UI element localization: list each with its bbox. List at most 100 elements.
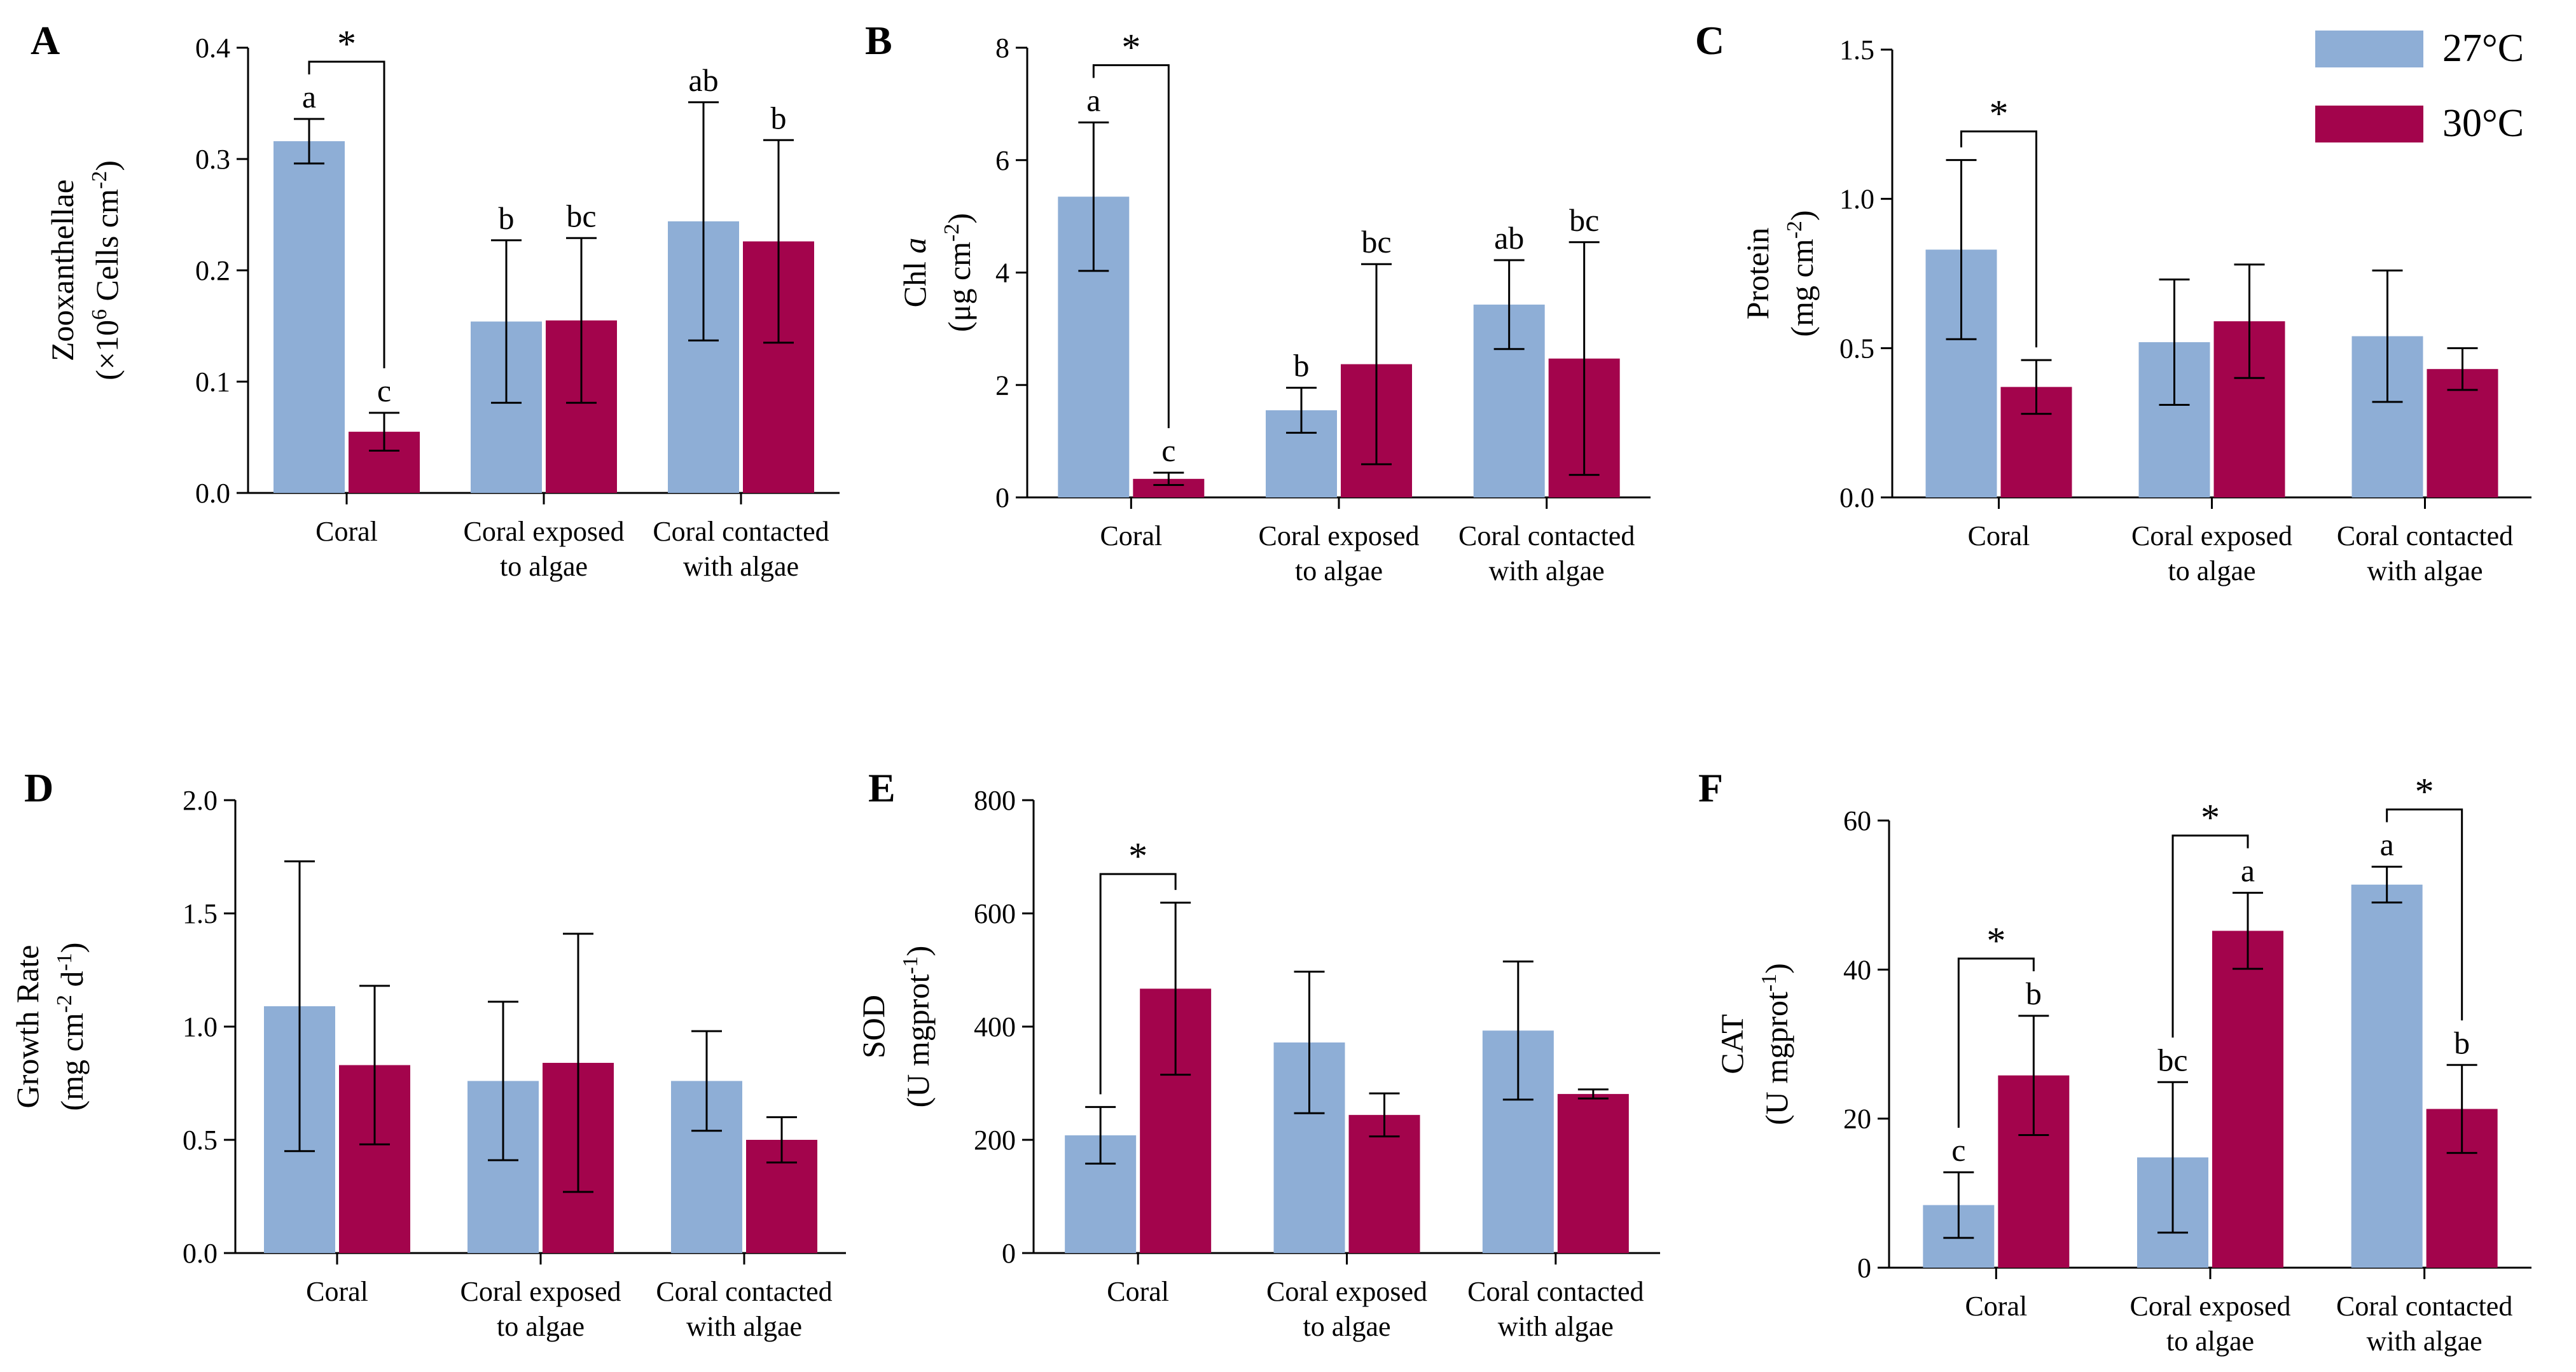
significance-letter: bc	[1361, 224, 1391, 260]
panel-letter: D	[24, 765, 53, 810]
y-tick-label: 800	[974, 785, 1016, 816]
y-axis-title: Growth Rate	[10, 945, 45, 1109]
significance-letter: b	[2454, 1025, 2470, 1060]
bar-30c	[2212, 931, 2283, 1268]
x-tick-label: with algae	[1489, 555, 1605, 586]
legend-swatch	[2315, 106, 2423, 142]
y-tick-label: 0.5	[183, 1125, 218, 1156]
y-tick-label: 400	[974, 1011, 1016, 1043]
panel-letter: A	[31, 18, 60, 63]
y-tick-label: 20	[1843, 1104, 1871, 1135]
y-tick-label: 200	[974, 1125, 1016, 1156]
panel-f: F 0 20 40 60 CAT (U mgprot-1) Coral c b Coral expo…	[1698, 765, 2531, 1357]
x-tick-label: Coral exposed	[2130, 1291, 2291, 1322]
y-tick-label: 0.0	[183, 1238, 218, 1269]
x-tick-label: to algae	[1295, 555, 1383, 586]
y-axis-title: Chl a	[897, 238, 932, 308]
x-tick-label: Coral contacted	[2336, 1291, 2512, 1322]
legend-label: 30°C	[2442, 102, 2524, 145]
significance-bracket	[2171, 835, 2249, 1038]
y-tick-label: 2	[995, 370, 1009, 401]
panel-letter: B	[865, 18, 892, 63]
y-tick-label: 1.0	[183, 1011, 218, 1043]
bar-30c	[1348, 1114, 1420, 1253]
y-tick-label: 1.5	[183, 898, 218, 929]
y-axis-title: (U mgprot-1)	[899, 946, 936, 1108]
x-tick-label: Coral	[1965, 1291, 2027, 1322]
y-axis-title: (U mgprot-1)	[1757, 963, 1795, 1125]
panel-letter: E	[868, 765, 896, 810]
significance-bracket	[1960, 130, 2037, 348]
y-tick-label: 0.0	[1839, 482, 1874, 513]
x-tick-label: with algae	[686, 1311, 802, 1342]
significance-bracket	[1099, 873, 1177, 1095]
significance-letter: a	[2380, 827, 2394, 863]
significance-letter: c	[1161, 433, 1175, 468]
x-tick-label: to algae	[1303, 1311, 1390, 1342]
y-tick-label: 1.0	[1839, 184, 1874, 215]
y-tick-label: 2.0	[183, 785, 218, 816]
x-tick-label: Coral exposed	[1259, 520, 1420, 551]
x-tick-label: to algae	[2168, 555, 2255, 586]
significance-letter: bc	[2157, 1042, 2187, 1078]
y-tick-label: 1.5	[1839, 34, 1874, 66]
y-tick-label: 0	[1857, 1252, 1871, 1284]
significance-star: *	[337, 23, 356, 65]
panel-a: A 0.0 0.1 0.2 0.3 0.4 Zooxanthellae (×106 Cells…	[31, 18, 840, 582]
significance-letter: a	[2241, 853, 2255, 889]
y-axis-title: Protein	[1740, 228, 1775, 319]
x-tick-label: to algae	[497, 1311, 585, 1342]
y-tick-label: 6	[995, 145, 1009, 176]
y-tick-label: 4	[995, 258, 1009, 289]
y-tick-label: 0.3	[195, 144, 230, 175]
significance-star: *	[1128, 835, 1147, 877]
x-tick-label: Coral	[1107, 1276, 1169, 1307]
x-tick-label: Coral	[315, 516, 378, 547]
significance-letter: bc	[1569, 202, 1599, 238]
x-tick-label: with algae	[1498, 1311, 1614, 1342]
significance-letter: a	[1086, 83, 1100, 118]
bar-30c	[1557, 1093, 1629, 1253]
significance-star: *	[1986, 920, 2005, 962]
significance-letter: ab	[688, 62, 718, 98]
y-axis-title: Zooxanthellae	[45, 179, 80, 361]
y-axis-title: (mg cm-2)	[1783, 210, 1820, 336]
significance-letter: b	[2026, 976, 2042, 1011]
significance-bracket	[1957, 957, 2035, 1128]
significance-letter: b	[499, 200, 515, 236]
significance-letter: c	[1951, 1132, 1965, 1168]
y-axis-title: (μg cm-2)	[940, 213, 978, 332]
x-tick-label: Coral contacted	[1467, 1276, 1644, 1307]
y-tick-label: 8	[995, 32, 1009, 64]
x-tick-label: Coral exposed	[464, 516, 625, 547]
y-tick-label: 0.5	[1839, 333, 1874, 364]
y-tick-label: 0	[995, 482, 1009, 513]
x-tick-label: Coral	[1100, 520, 1162, 551]
x-tick-label: Coral exposed	[460, 1276, 621, 1307]
x-tick-label: with algae	[2367, 555, 2483, 586]
y-tick-label: 0.0	[195, 478, 230, 509]
x-tick-label: Coral	[1968, 520, 2030, 551]
x-tick-label: Coral contacted	[1458, 520, 1635, 551]
legend-label: 27°C	[2442, 27, 2524, 70]
y-axis-title: CAT	[1714, 1014, 1750, 1074]
y-axis-title: (mg cm-2 d-1)	[53, 943, 90, 1111]
y-tick-label: 0.4	[195, 32, 230, 64]
legend-swatch	[2315, 31, 2423, 67]
x-tick-label: Coral exposed	[1266, 1276, 1427, 1307]
y-axis-title: SOD	[855, 995, 891, 1058]
legend: 27°C 30°C	[2315, 27, 2524, 145]
x-tick-label: to algae	[500, 551, 588, 582]
y-tick-label: 40	[1843, 954, 1871, 985]
panel-letter: C	[1695, 18, 1724, 63]
significance-letter: b	[771, 100, 787, 135]
significance-bracket	[2386, 808, 2463, 1021]
x-tick-label: Coral exposed	[2131, 520, 2292, 551]
y-tick-label: 60	[1843, 805, 1871, 836]
x-tick-label: with algae	[2367, 1326, 2483, 1357]
significance-bracket	[1092, 64, 1170, 429]
significance-letter: ab	[1494, 220, 1524, 256]
x-tick-label: Coral contacted	[2337, 520, 2513, 551]
y-tick-label: 0.2	[195, 255, 230, 286]
